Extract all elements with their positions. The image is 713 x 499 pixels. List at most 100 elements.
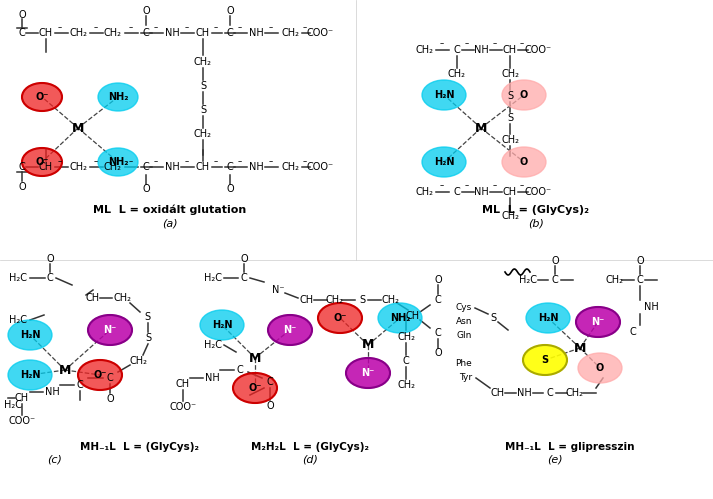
Ellipse shape: [578, 353, 622, 383]
Text: CH₂: CH₂: [381, 295, 399, 305]
Text: C: C: [19, 28, 26, 38]
Text: (a): (a): [162, 218, 178, 228]
Ellipse shape: [422, 80, 466, 110]
Ellipse shape: [346, 358, 390, 388]
Text: NH₂: NH₂: [108, 157, 128, 167]
Text: CH₂: CH₂: [397, 332, 415, 342]
Ellipse shape: [502, 147, 546, 177]
Text: C: C: [453, 45, 461, 55]
Text: H₂C: H₂C: [9, 315, 27, 325]
Text: O: O: [19, 10, 26, 20]
Text: CH₂: CH₂: [606, 275, 624, 285]
Text: O⁻: O⁻: [93, 370, 107, 380]
Text: Asn: Asn: [456, 317, 472, 326]
Ellipse shape: [233, 373, 277, 403]
Text: CH₂: CH₂: [104, 28, 122, 38]
Text: CH: CH: [503, 187, 517, 197]
Text: COO⁻: COO⁻: [307, 28, 334, 38]
Text: O: O: [266, 401, 274, 411]
Text: –: –: [154, 158, 158, 167]
Text: CH₂: CH₂: [194, 129, 212, 139]
Text: C: C: [637, 275, 643, 285]
Text: NH: NH: [517, 388, 531, 398]
Text: CH: CH: [491, 388, 505, 398]
Text: –: –: [493, 39, 497, 48]
Text: CH: CH: [503, 45, 517, 55]
Text: O⁻: O⁻: [36, 92, 48, 102]
Text: –: –: [214, 158, 218, 167]
Text: C: C: [267, 377, 273, 387]
Text: M: M: [72, 121, 84, 135]
Text: H₂N: H₂N: [212, 320, 232, 330]
Text: Phe: Phe: [455, 358, 472, 367]
Text: –: –: [94, 23, 98, 32]
Ellipse shape: [502, 80, 546, 110]
Text: O: O: [240, 254, 248, 264]
Text: CH₂: CH₂: [415, 45, 433, 55]
Text: NH₂: NH₂: [108, 92, 128, 102]
Text: NH: NH: [45, 387, 59, 397]
Text: –: –: [465, 182, 469, 191]
Text: CH₂: CH₂: [69, 162, 87, 172]
Text: –: –: [129, 23, 133, 32]
Text: M: M: [574, 341, 586, 354]
Ellipse shape: [98, 148, 138, 176]
Text: MH₋₁L  L = (GlyCys)₂: MH₋₁L L = (GlyCys)₂: [80, 442, 199, 452]
Text: –: –: [154, 23, 158, 32]
Text: C: C: [227, 28, 233, 38]
Ellipse shape: [200, 310, 244, 340]
Ellipse shape: [98, 83, 138, 111]
Text: H₂C: H₂C: [204, 273, 222, 283]
Ellipse shape: [22, 83, 62, 111]
Text: M: M: [249, 351, 261, 364]
Text: (c): (c): [48, 455, 63, 465]
Text: O⁻: O⁻: [248, 383, 262, 393]
Text: NH: NH: [165, 28, 180, 38]
Text: –: –: [238, 158, 242, 167]
Text: C: C: [46, 273, 53, 283]
Text: H₂C: H₂C: [9, 273, 27, 283]
Text: H₂C: H₂C: [4, 400, 22, 410]
Text: S: S: [200, 105, 206, 115]
Text: –: –: [269, 23, 273, 32]
Text: S: S: [507, 91, 513, 101]
Text: CH₂: CH₂: [326, 295, 344, 305]
Text: NH: NH: [205, 373, 220, 383]
Ellipse shape: [576, 307, 620, 337]
Text: O: O: [106, 394, 114, 404]
Text: COO⁻: COO⁻: [525, 187, 552, 197]
Text: C: C: [403, 356, 409, 366]
Text: O: O: [46, 254, 53, 264]
Text: –: –: [58, 158, 62, 167]
Text: M: M: [58, 363, 71, 377]
Text: S: S: [144, 312, 150, 322]
Text: –: –: [465, 39, 469, 48]
Text: O: O: [434, 348, 442, 358]
Text: C: C: [240, 273, 247, 283]
Ellipse shape: [318, 303, 362, 333]
Text: O: O: [596, 363, 604, 373]
Text: C: C: [227, 162, 233, 172]
Text: O: O: [19, 182, 26, 192]
Text: –: –: [185, 23, 189, 32]
Text: C: C: [453, 187, 461, 197]
Text: O⁻: O⁻: [333, 313, 347, 323]
Text: N⁻: N⁻: [103, 325, 117, 335]
Text: CH₂: CH₂: [281, 162, 299, 172]
Text: –: –: [493, 182, 497, 191]
Text: CH: CH: [15, 393, 29, 403]
Text: N⁻: N⁻: [361, 368, 374, 378]
Text: NH: NH: [249, 28, 263, 38]
Text: O: O: [226, 6, 234, 16]
Text: H₂C: H₂C: [204, 340, 222, 350]
Text: H₂C: H₂C: [519, 275, 537, 285]
Text: S: S: [200, 81, 206, 91]
Text: CH₂: CH₂: [129, 356, 147, 366]
Text: O: O: [520, 90, 528, 100]
Text: S: S: [145, 333, 151, 343]
Text: H₂N: H₂N: [434, 90, 454, 100]
Text: H₂N: H₂N: [20, 370, 40, 380]
Text: O: O: [551, 256, 559, 266]
Text: S: S: [541, 355, 548, 365]
Text: O: O: [142, 6, 150, 16]
